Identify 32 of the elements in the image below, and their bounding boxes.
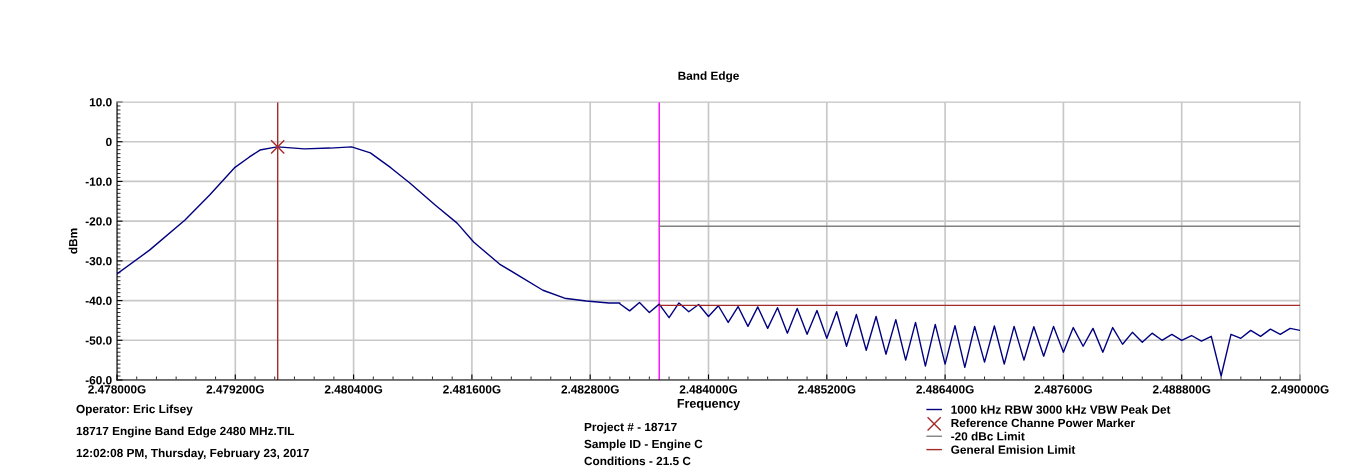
y-tick-label: -60.0 [85, 376, 112, 385]
chart-title: Band Edge [678, 71, 739, 83]
legend-label: -20 dBc Limit [951, 431, 1025, 441]
x-tick-label: 2.487600G [1034, 385, 1092, 394]
x-tick-label: 2.480400G [324, 385, 383, 394]
y-tick-label: -40.0 [85, 296, 112, 305]
x-tick-label: 2.484000G [679, 385, 737, 394]
x-axis-title: Frequency [677, 399, 741, 411]
x-tick-label: 2.485200G [798, 385, 856, 394]
x-tick-label: 2.478000G [88, 385, 146, 394]
y-axis-title: dBm [68, 228, 78, 254]
y-tick-label: -20.0 [85, 217, 112, 226]
x-tick-label: 2.490000G [1271, 385, 1329, 394]
text: Conditions - 21.5 C [584, 456, 691, 466]
text: 12:02:08 PM, Thursday, February 23, 2017 [76, 448, 309, 460]
y-tick-label: 10.0 [89, 98, 112, 107]
legend-label: Reference Channe Power Marker [951, 418, 1135, 428]
text: Operator: Eric Lifsey [76, 404, 193, 416]
text: Project # - 18717 [584, 422, 677, 434]
x-tick-label: 2.482800G [561, 385, 619, 394]
y-tick-label: -50.0 [85, 336, 112, 345]
text: 18717 Engine Band Edge 2480 MHz.TIL [76, 426, 295, 438]
x-tick-label: 2.481600G [443, 385, 501, 394]
x-tick-label: 2.479200G [206, 385, 264, 394]
y-tick-label: 0 [106, 137, 112, 147]
y-tick-label: -30.0 [85, 256, 112, 266]
y-tick-label: -10.0 [85, 177, 112, 186]
text: Sample ID - Engine C [584, 439, 703, 451]
legend-label: 1000 kHz RBW 3000 kHz VBW Peak Det [951, 405, 1171, 414]
legend-label: General Emision Limit [951, 445, 1076, 454]
x-tick-label: 2.486400G [916, 385, 974, 394]
x-tick-label: 2.488800G [1152, 385, 1211, 394]
